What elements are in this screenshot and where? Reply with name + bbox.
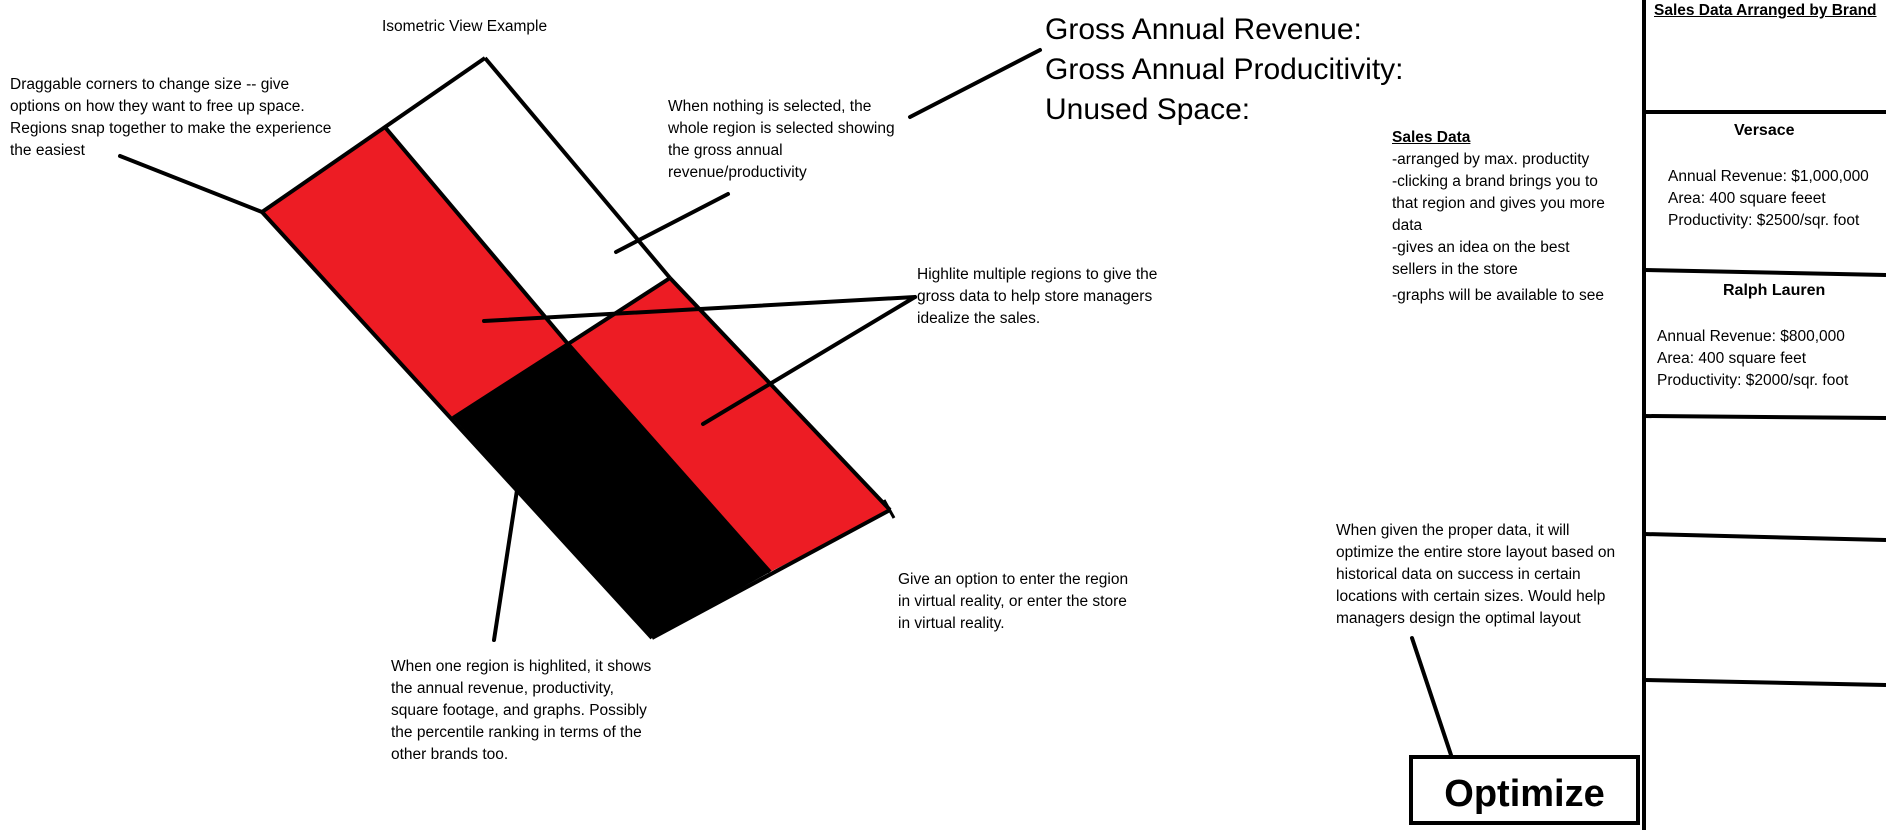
brand-productivity: Productivity: $2000/sqr. foot bbox=[1657, 372, 1849, 389]
region-outlines bbox=[260, 56, 892, 640]
note-line: historical data on success in certain bbox=[1336, 566, 1581, 583]
pointer-highlite-a bbox=[482, 295, 917, 323]
region-white-top[interactable] bbox=[384, 58, 670, 344]
gross-annual-productivity-label: Gross Annual Producitivity: bbox=[1045, 53, 1404, 86]
note-one-region: When one region is highlited, it shows t… bbox=[391, 656, 651, 766]
note-line: managers design the optimal layout bbox=[1336, 610, 1581, 627]
optimize-button[interactable]: Optimize bbox=[1409, 755, 1640, 825]
note-line: locations with certain sizes. Would help bbox=[1336, 588, 1606, 605]
brand-area: Area: 400 square feeet bbox=[1668, 190, 1826, 207]
brand-item-empty[interactable] bbox=[1648, 542, 1886, 678]
note-line: gross data to help store managers bbox=[917, 288, 1153, 305]
note-line: When one region is highlited, it shows bbox=[391, 658, 652, 675]
brand-area: Area: 400 square feet bbox=[1657, 350, 1807, 367]
note-line: that region and gives you more bbox=[1392, 195, 1605, 212]
pointer-draggable bbox=[118, 154, 264, 214]
note-line: revenue/productivity bbox=[668, 164, 807, 181]
brand-name: Versace bbox=[1734, 122, 1795, 139]
note-line: Give an option to enter the region bbox=[898, 571, 1129, 588]
note-line: data bbox=[1392, 217, 1423, 234]
brand-item-empty[interactable] bbox=[1648, 688, 1886, 830]
note-line: other brands too. bbox=[391, 746, 509, 763]
note-line: -gives an idea on the best bbox=[1392, 239, 1570, 256]
note-line: -graphs will be available to see bbox=[1392, 287, 1604, 304]
brand-item-empty[interactable] bbox=[1648, 420, 1886, 532]
unused-space-label: Unused Space: bbox=[1045, 93, 1251, 126]
note-line: in virtual reality, or enter the store bbox=[898, 593, 1127, 610]
region-black-bottom[interactable] bbox=[453, 344, 770, 638]
pointer-optimize bbox=[1410, 636, 1460, 778]
note-nothing-selected: When nothing is selected, the whole regi… bbox=[668, 96, 895, 184]
pointer-highlite-b bbox=[701, 295, 917, 426]
note-line: idealize the sales. bbox=[917, 310, 1041, 327]
region-red-right[interactable] bbox=[568, 278, 890, 572]
brand-item-versace[interactable]: Versace Annual Revenue: $1,000,000 Area:… bbox=[1648, 116, 1886, 268]
note-line: options on how they want to free up spac… bbox=[10, 98, 305, 115]
note-line: Regions snap together to make the experi… bbox=[10, 120, 332, 137]
note-line: When given the proper data, it will bbox=[1336, 522, 1570, 539]
note-optimize: When given the proper data, it will opti… bbox=[1336, 520, 1615, 630]
brand-item-ralph-lauren[interactable]: Ralph Lauren Annual Revenue: $800,000 Ar… bbox=[1648, 276, 1886, 414]
note-line: sellers in the store bbox=[1392, 261, 1518, 278]
note-line: the percentile ranking in terms of the bbox=[391, 724, 642, 741]
note-line: the gross annual bbox=[668, 142, 783, 159]
note-highlite-multiple: Highlite multiple regions to give the gr… bbox=[917, 264, 1157, 330]
note-line: optimize the entire store layout based o… bbox=[1336, 544, 1616, 561]
brand-panel-lines bbox=[1642, 0, 1886, 830]
brand-annual-revenue: Annual Revenue: $800,000 bbox=[1657, 328, 1845, 345]
isometric-view-title: Isometric View Example bbox=[382, 18, 548, 35]
note-line: When nothing is selected, the bbox=[668, 98, 872, 115]
note-draggable-corners: Draggable corners to change size -- give… bbox=[10, 74, 331, 162]
note-sales-data: Sales Data -arranged by max. productity … bbox=[1392, 127, 1605, 307]
gross-annual-revenue-label: Gross Annual Revenue: bbox=[1045, 13, 1362, 46]
note-line: -clicking a brand brings you to bbox=[1392, 173, 1598, 190]
note-line: the easiest bbox=[10, 142, 85, 159]
note-line: square footage, and graphs. Possibly bbox=[391, 702, 647, 719]
brand-annual-revenue: Annual Revenue: $1,000,000 bbox=[1668, 168, 1869, 185]
pointer-lines bbox=[118, 48, 1460, 778]
pointer-nothing-selected bbox=[614, 192, 730, 254]
sales-data-heading: Sales Data bbox=[1392, 129, 1471, 146]
note-line: in virtual reality. bbox=[898, 615, 1005, 632]
note-line: -arranged by max. productity bbox=[1392, 151, 1590, 168]
region-red-left[interactable] bbox=[262, 126, 568, 418]
note-line: the annual revenue, productivity, bbox=[391, 680, 614, 697]
corner-handle-mark[interactable] bbox=[882, 499, 896, 519]
note-virtual-reality: Give an option to enter the region in vi… bbox=[898, 569, 1128, 635]
note-line: whole region is selected showing bbox=[668, 120, 895, 137]
pointer-gross bbox=[908, 48, 1042, 119]
note-line: Draggable corners to change size -- give bbox=[10, 76, 290, 93]
note-line: Highlite multiple regions to give the bbox=[917, 266, 1158, 283]
brand-panel-title: Sales Data Arranged by Brand bbox=[1654, 2, 1877, 19]
pointer-one-region bbox=[492, 488, 519, 642]
brand-productivity: Productivity: $2500/sqr. foot bbox=[1668, 212, 1860, 229]
brand-name: Ralph Lauren bbox=[1723, 282, 1826, 299]
